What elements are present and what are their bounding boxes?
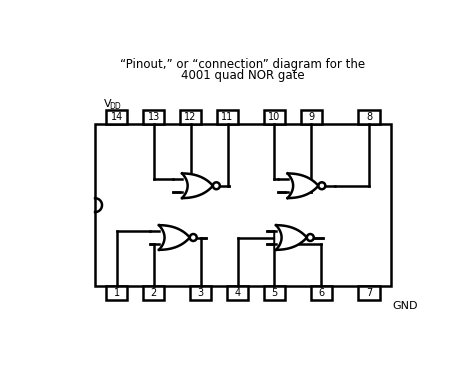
Text: 1: 1 bbox=[114, 288, 120, 298]
Polygon shape bbox=[276, 225, 307, 250]
Bar bbox=[264, 111, 285, 124]
Text: 10: 10 bbox=[268, 112, 281, 122]
Bar bbox=[143, 111, 164, 124]
Polygon shape bbox=[182, 173, 213, 198]
Text: 8: 8 bbox=[366, 112, 372, 122]
Bar bbox=[301, 111, 322, 124]
Text: 11: 11 bbox=[221, 112, 234, 122]
Text: DD: DD bbox=[109, 102, 121, 111]
Text: 4: 4 bbox=[235, 288, 241, 298]
Circle shape bbox=[319, 182, 325, 189]
Text: 7: 7 bbox=[366, 288, 373, 298]
Bar bbox=[310, 286, 332, 300]
Bar bbox=[95, 124, 391, 286]
Bar bbox=[190, 286, 211, 300]
Bar bbox=[217, 111, 238, 124]
Circle shape bbox=[307, 234, 314, 241]
Text: 6: 6 bbox=[319, 288, 325, 298]
Text: “Pinout,” or “connection” diagram for the: “Pinout,” or “connection” diagram for th… bbox=[120, 58, 365, 71]
Circle shape bbox=[190, 234, 197, 241]
Text: 3: 3 bbox=[198, 288, 204, 298]
Text: 4001 quad NOR gate: 4001 quad NOR gate bbox=[181, 69, 305, 81]
Bar bbox=[264, 286, 285, 300]
Bar bbox=[227, 286, 248, 300]
Bar bbox=[106, 286, 128, 300]
Polygon shape bbox=[159, 225, 190, 250]
Bar bbox=[106, 111, 128, 124]
Bar bbox=[143, 286, 164, 300]
Text: 12: 12 bbox=[184, 112, 197, 122]
Text: 14: 14 bbox=[110, 112, 123, 122]
Text: V: V bbox=[103, 99, 111, 109]
Bar bbox=[180, 111, 201, 124]
Text: 13: 13 bbox=[147, 112, 160, 122]
Text: 5: 5 bbox=[272, 288, 278, 298]
Text: 9: 9 bbox=[309, 112, 315, 122]
Circle shape bbox=[213, 182, 220, 189]
Text: GND: GND bbox=[392, 302, 418, 311]
Bar bbox=[358, 111, 380, 124]
Bar bbox=[358, 286, 380, 300]
Polygon shape bbox=[288, 173, 319, 198]
Text: 2: 2 bbox=[150, 288, 157, 298]
